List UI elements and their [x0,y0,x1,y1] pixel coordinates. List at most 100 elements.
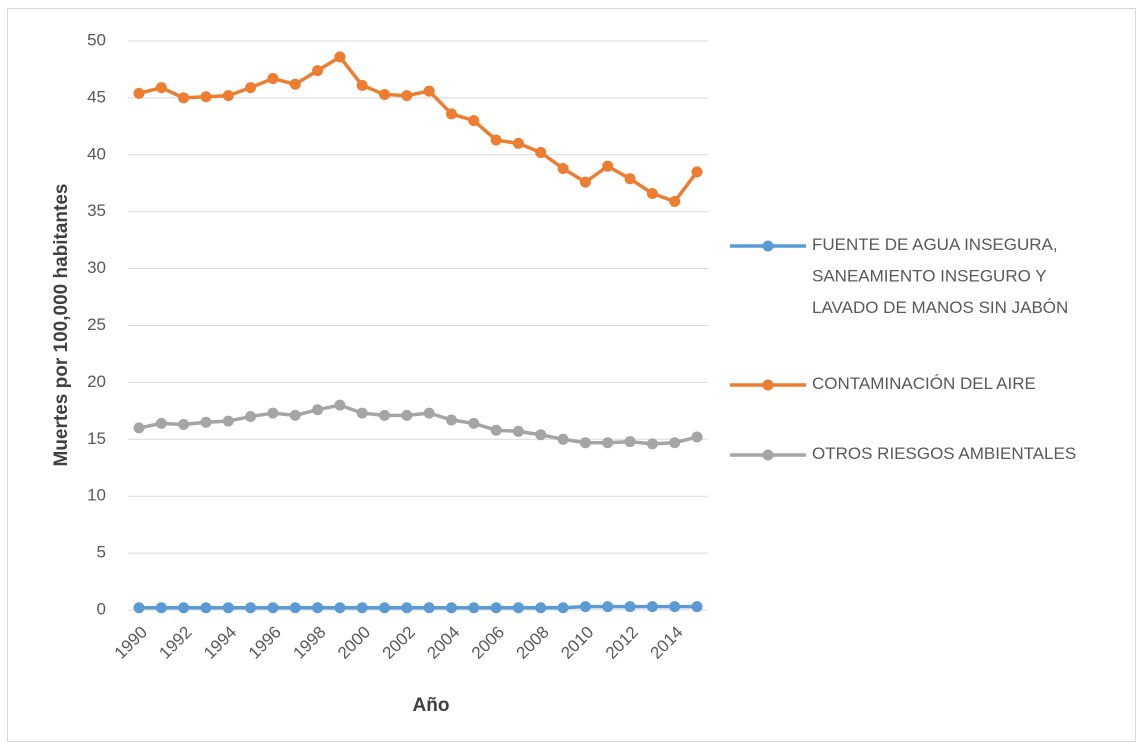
data-point [222,90,234,102]
data-point [468,417,480,429]
data-point [490,134,502,146]
data-point [423,602,435,614]
data-point [133,87,145,99]
data-point [178,92,190,104]
y-tick-label: 15 [87,429,106,448]
data-point [557,433,569,445]
data-point [245,82,257,94]
data-point [535,147,547,159]
data-point [401,409,413,421]
data-point [401,602,413,614]
legend-label: OTROS RIESGOS AMBIENTALES [812,444,1076,463]
data-point [602,601,614,613]
data-point [445,602,457,614]
data-point [222,415,234,427]
data-point [646,438,658,450]
legend-label: CONTAMINACIÓN DEL AIRE [812,374,1036,393]
data-point [245,411,257,423]
data-point [356,407,368,419]
data-point [289,602,301,614]
legend-marker [762,240,774,252]
data-point [312,65,324,77]
y-tick-label: 50 [87,30,106,49]
x-axis-title: Año [413,695,450,716]
data-point [379,88,391,100]
data-point [691,601,703,613]
data-point [222,602,234,614]
data-point [267,73,279,85]
data-point [579,601,591,613]
data-point [267,407,279,419]
data-point [379,602,391,614]
data-point [468,602,480,614]
legend-marker [762,379,774,391]
data-point [468,115,480,127]
y-axis-title: Muertes por 100,000 habitantes [51,184,72,467]
data-point [512,425,524,437]
data-point [155,417,167,429]
data-point [423,407,435,419]
data-point [535,602,547,614]
data-point [646,187,658,199]
y-tick-label: 25 [87,315,106,334]
data-point [334,602,346,614]
data-point [133,602,145,614]
data-point [289,409,301,421]
y-tick-label: 30 [87,258,106,277]
y-tick-label: 40 [87,144,106,163]
series-line [139,604,697,610]
data-point [200,91,212,103]
data-point [579,437,591,449]
data-point [490,424,502,436]
data-point [669,601,681,613]
data-point [624,173,636,185]
y-tick-label: 45 [87,87,106,106]
data-point [535,429,547,441]
data-point [691,431,703,443]
data-point [512,137,524,149]
data-point [334,399,346,411]
data-point [155,82,167,94]
legend-label: FUENTE DE AGUA INSEGURA, SANEAMIENTO INSE… [812,235,1068,317]
data-point [445,414,457,426]
data-point [178,419,190,431]
data-point [669,195,681,207]
data-point [200,416,212,428]
data-point [334,51,346,63]
data-point [155,602,167,614]
data-point [401,90,413,102]
data-point [356,602,368,614]
data-point [490,602,502,614]
data-point [312,404,324,416]
data-point [602,437,614,449]
data-point [512,602,524,614]
y-tick-label: 35 [87,201,106,220]
y-tick-label: 0 [97,599,106,618]
data-point [423,85,435,97]
data-point [602,160,614,172]
data-point [379,409,391,421]
data-point [133,422,145,434]
data-point [669,437,681,449]
data-point [245,602,257,614]
y-tick-label: 5 [97,543,106,562]
data-point [356,79,368,91]
data-point [445,108,457,120]
y-tick-label: 10 [87,486,106,505]
data-point [178,602,190,614]
data-point [691,166,703,178]
data-point [624,601,636,613]
data-point [312,602,324,614]
data-point [200,602,212,614]
legend-marker [762,449,774,461]
data-point [557,602,569,614]
data-point [646,601,658,613]
y-tick-label: 20 [87,372,106,391]
data-point [624,436,636,448]
data-point [557,162,569,174]
data-point [267,602,279,614]
data-point [289,78,301,90]
data-point [579,176,591,188]
chart-frame [7,8,1136,742]
